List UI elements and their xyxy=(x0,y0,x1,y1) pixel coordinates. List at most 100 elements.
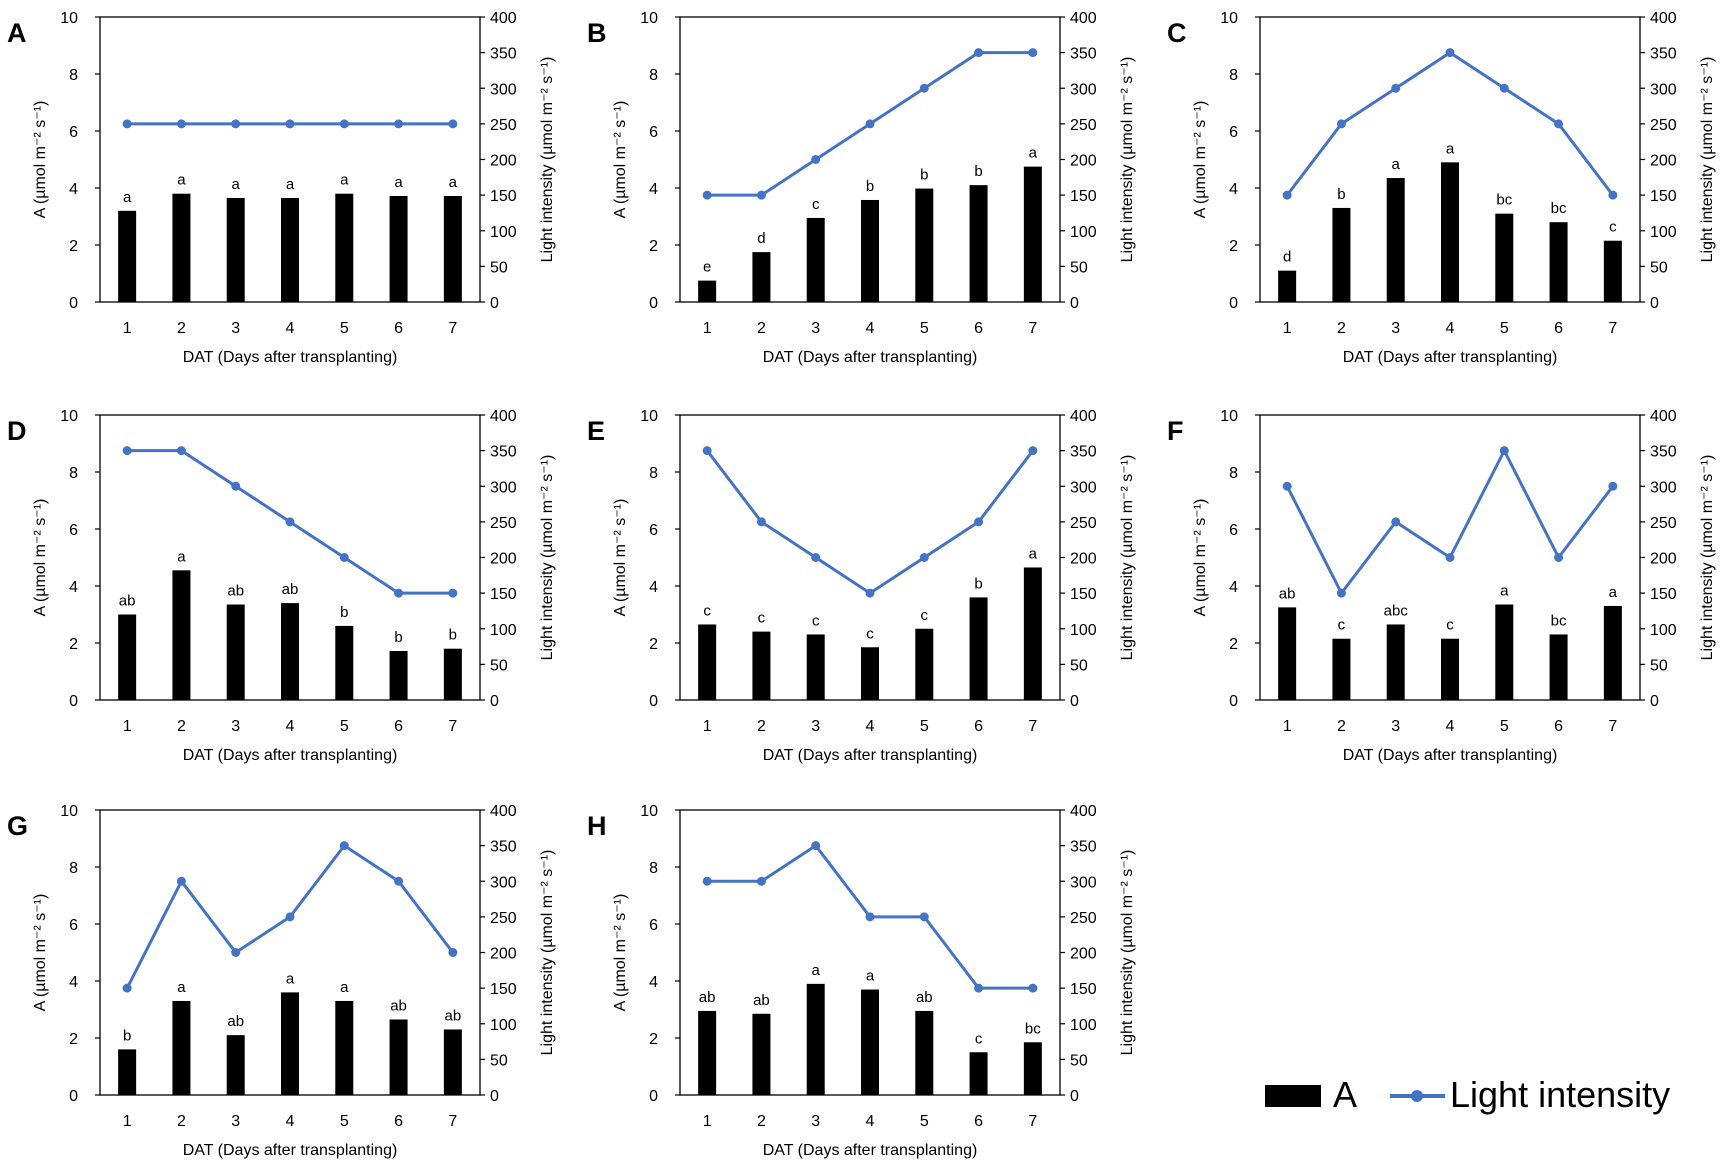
light-intensity-point xyxy=(122,446,132,456)
left-tick-label: 8 xyxy=(69,465,78,482)
x-tick-label: 7 xyxy=(1608,320,1617,337)
bar-significance-label: b xyxy=(123,1027,131,1044)
bar-significance-label: bc xyxy=(1551,612,1567,629)
bar-significance-label: bc xyxy=(1496,192,1512,209)
x-tick-label: 4 xyxy=(1446,718,1455,735)
right-tick-label: 200 xyxy=(1650,551,1677,568)
bar-significance-label: b xyxy=(340,604,348,621)
bar-significance-label: a xyxy=(177,548,186,565)
bar-A-day-1 xyxy=(118,1049,137,1095)
bar-A-day-1 xyxy=(1278,607,1297,700)
x-tick-label: 5 xyxy=(340,320,349,337)
right-tick-label: 0 xyxy=(1650,295,1659,312)
left-tick-label: 8 xyxy=(69,67,78,84)
bar-significance-label: c xyxy=(975,1030,983,1047)
bar-significance-label: ab xyxy=(282,581,299,598)
bar-A-day-2 xyxy=(752,631,771,700)
bar-significance-label: a xyxy=(123,189,132,206)
light-intensity-point xyxy=(339,119,349,129)
bar-A-day-6 xyxy=(389,195,408,302)
light-intensity-point xyxy=(122,119,132,129)
right-tick-label: 400 xyxy=(1070,408,1097,425)
light-intensity-point xyxy=(1445,553,1455,562)
right-tick-label: 200 xyxy=(490,946,517,963)
right-tick-label: 200 xyxy=(1070,551,1097,568)
right-tick-label: 150 xyxy=(490,981,517,998)
light-intensity-point xyxy=(231,119,241,129)
right-tick-label: 400 xyxy=(1070,10,1097,27)
light-intensity-point xyxy=(974,48,984,58)
left-tick-label: 0 xyxy=(69,295,78,312)
bar-A-day-1 xyxy=(118,614,137,700)
right-tick-label: 0 xyxy=(1650,693,1659,710)
y2-axis-title: Light intensity (µmol m⁻² s⁻¹) xyxy=(1119,57,1136,263)
x-tick-label: 4 xyxy=(286,320,295,337)
light-intensity-line xyxy=(705,449,1035,595)
x-tick-label: 3 xyxy=(231,320,240,337)
left-tick-label: 10 xyxy=(640,10,658,27)
bar-significance-label: ab xyxy=(227,583,244,600)
left-tick-label: 8 xyxy=(1229,67,1238,84)
right-tick-label: 100 xyxy=(490,1017,517,1034)
left-tick-label: 2 xyxy=(649,238,658,255)
bar-A-day-1 xyxy=(698,280,717,302)
light-intensity-point xyxy=(394,876,404,886)
left-tick-label: 8 xyxy=(649,67,658,84)
y2-axis-title: Light intensity (µmol m⁻² s⁻¹) xyxy=(539,57,556,263)
bar-significance-label: b xyxy=(866,178,874,195)
right-tick-label: 100 xyxy=(1650,224,1677,241)
panel-letter: A xyxy=(7,18,27,48)
x-axis-title: DAT (Days after transplanting) xyxy=(1343,349,1558,366)
x-tick-label: 6 xyxy=(394,1113,403,1130)
light-intensity-point xyxy=(702,446,712,456)
light-intensity-point xyxy=(811,841,821,851)
bar-significance-label: a xyxy=(177,172,186,189)
x-tick-label: 7 xyxy=(1028,1113,1037,1130)
right-tick-label: 250 xyxy=(490,515,517,532)
x-tick-label: 6 xyxy=(974,320,983,337)
left-tick-label: 10 xyxy=(60,803,78,820)
right-tick-label: 100 xyxy=(490,224,517,241)
x-tick-label: 2 xyxy=(177,1113,186,1130)
right-tick-label: 50 xyxy=(1070,259,1088,276)
right-tick-label: 400 xyxy=(490,408,517,425)
right-tick-label: 100 xyxy=(1070,224,1097,241)
left-tick-label: 2 xyxy=(1229,238,1238,255)
bar-significance-label: a xyxy=(340,172,349,189)
right-tick-label: 0 xyxy=(490,295,499,312)
left-tick-label: 4 xyxy=(1229,181,1238,198)
bar-significance-label: c xyxy=(758,610,766,627)
left-tick-label: 6 xyxy=(1229,124,1238,141)
left-tick-label: 0 xyxy=(1229,693,1238,710)
bar-A-day-5 xyxy=(335,625,354,700)
bar-A-day-3 xyxy=(226,604,245,700)
y-axis-title: A (µmol m⁻² s⁻¹) xyxy=(32,101,49,219)
x-tick-label: 2 xyxy=(177,718,186,735)
bar-A-day-1 xyxy=(698,1010,717,1095)
x-tick-label: 7 xyxy=(448,1113,457,1130)
light-intensity-point xyxy=(702,876,712,886)
bar-A-day-7 xyxy=(1023,567,1042,700)
x-tick-label: 2 xyxy=(757,320,766,337)
light-intensity-point xyxy=(756,190,766,200)
light-intensity-point xyxy=(919,553,929,562)
right-tick-label: 300 xyxy=(490,81,517,98)
x-tick-label: 1 xyxy=(123,718,132,735)
y2-axis-title: Light intensity (µmol m⁻² s⁻¹) xyxy=(1119,850,1136,1056)
bar-A-day-4 xyxy=(1441,638,1459,700)
light-intensity-point xyxy=(1282,481,1292,491)
light-intensity-point xyxy=(1282,190,1292,200)
bar-A-day-5 xyxy=(915,1010,934,1095)
light-intensity-point xyxy=(756,517,766,527)
x-tick-label: 1 xyxy=(1283,320,1292,337)
bar-A-day-2 xyxy=(172,1000,191,1095)
right-tick-label: 100 xyxy=(1070,622,1097,639)
left-tick-label: 6 xyxy=(649,124,658,141)
left-tick-label: 8 xyxy=(649,860,658,877)
light-intensity-point xyxy=(339,553,349,562)
left-tick-label: 4 xyxy=(69,974,78,991)
legend-bar-swatch xyxy=(1265,1085,1321,1107)
left-tick-label: 0 xyxy=(69,1088,78,1105)
y-axis-title: A (µmol m⁻² s⁻¹) xyxy=(1192,499,1209,617)
